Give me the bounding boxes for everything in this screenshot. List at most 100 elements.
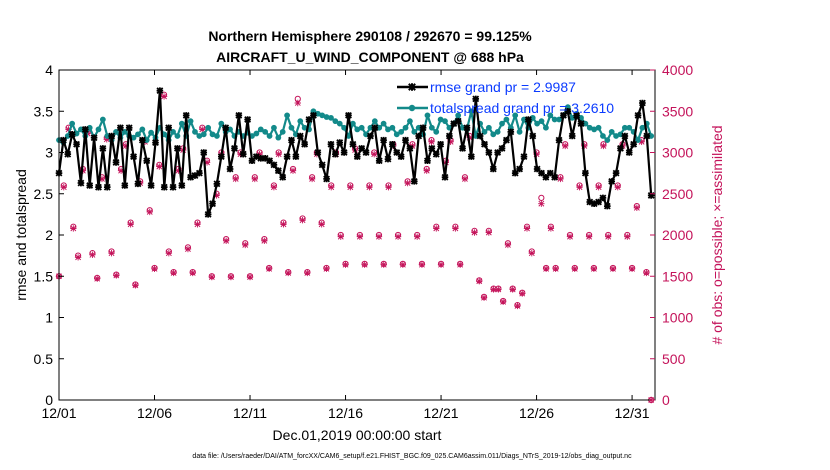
spread-point <box>284 112 290 119</box>
rmse-point <box>428 144 436 152</box>
y-tick-label-right: 2000 <box>662 227 693 243</box>
obs-assimilated-point <box>566 233 574 240</box>
rmse-point <box>182 111 190 119</box>
obs-assimilated-point <box>74 254 82 261</box>
obs-assimilated-point <box>433 225 440 232</box>
spread-point <box>485 124 492 131</box>
rmse-point <box>362 149 370 156</box>
obs-assimilated-point <box>304 269 311 277</box>
spread-point <box>442 118 448 125</box>
obs-assimilated-point <box>609 265 617 273</box>
spread-point <box>600 133 606 139</box>
rmse-point <box>244 116 252 123</box>
obs-assimilated-point <box>170 269 177 277</box>
legend-rmse-marker <box>408 83 416 91</box>
obs-assimilated-point <box>103 136 110 143</box>
obs-assimilated-point <box>156 163 163 170</box>
rmse-point <box>612 169 620 177</box>
obs-assimilated-point <box>265 265 273 273</box>
rmse-point <box>393 149 401 156</box>
obs-assimilated-point <box>261 237 268 244</box>
obs-assimilated-point <box>542 265 550 273</box>
spread-point <box>547 112 554 119</box>
spread-point <box>626 124 633 131</box>
rmse-point <box>108 132 116 140</box>
spread-point <box>288 124 295 131</box>
rmse-point <box>178 182 186 189</box>
rmse-point <box>424 157 431 165</box>
x-tick-label: 12/11 <box>233 405 267 421</box>
rmse-point <box>402 136 409 144</box>
rmse-point <box>165 124 173 132</box>
spread-point <box>556 116 562 123</box>
rmse-point <box>472 95 480 103</box>
rmse-point <box>314 149 322 156</box>
obs-assimilated-point <box>194 221 201 228</box>
obs-assimilated-point <box>428 138 435 145</box>
spread-point <box>604 137 611 144</box>
rmse-point <box>59 136 67 144</box>
spread-point <box>297 118 304 125</box>
spread-point <box>174 133 181 139</box>
obs-assimilated-point <box>289 167 297 174</box>
spread-point <box>428 124 435 131</box>
rmse-point <box>345 111 352 119</box>
rmse-point <box>375 157 383 165</box>
rmse-point <box>564 107 572 115</box>
data-file-footer: data file: /Users/raeder/DAI/ATM_forcXX/… <box>192 453 632 460</box>
rmse-point <box>68 130 76 138</box>
y-tick-label-right: 0 <box>662 392 670 408</box>
rmse-point <box>445 132 453 140</box>
rmse-point <box>410 177 418 185</box>
spread-point <box>266 133 273 139</box>
obs-assimilated-point <box>480 294 488 301</box>
rmse-point <box>191 172 199 180</box>
obs-assimilated-point <box>189 269 196 277</box>
rmse-point <box>116 124 124 132</box>
spread-point <box>516 128 523 135</box>
obs-assimilated-point <box>385 183 392 191</box>
obs-assimilated-point <box>60 183 67 191</box>
obs-assimilated-point <box>604 233 612 240</box>
y-tick-label-left: 2.5 <box>34 186 54 202</box>
obs-assimilated-point <box>165 249 173 257</box>
spread-point <box>503 116 510 123</box>
obs-assimilated-point <box>94 275 101 282</box>
spread-point <box>170 128 176 135</box>
spread-point <box>543 124 549 131</box>
spread-point <box>135 131 141 138</box>
rmse-point <box>121 182 129 189</box>
spread-point <box>262 128 269 135</box>
spread-point <box>205 124 212 131</box>
rmse-point <box>384 155 392 163</box>
rmse-point <box>266 157 273 165</box>
obs-assimilated-point <box>466 134 473 141</box>
obs-assimilated-point <box>413 233 421 240</box>
obs-assimilated-point <box>509 286 516 293</box>
spread-point <box>99 116 106 123</box>
obs-assimilated-point <box>600 142 607 150</box>
rmse-point <box>502 136 510 144</box>
obs-assimilated-point <box>328 183 335 191</box>
obs-assimilated-point <box>70 225 77 232</box>
obs-assimilated-point <box>557 175 564 183</box>
y-tick-label-right: 3500 <box>662 103 693 119</box>
obs-assimilated-point <box>628 265 636 273</box>
chart-title-line1: Northern Hemisphere 290108 / 292670 = 99… <box>208 28 532 44</box>
rmse-point <box>459 144 466 152</box>
rmse-point <box>485 149 493 156</box>
rmse-point <box>555 136 563 144</box>
spread-point <box>455 112 462 119</box>
obs-assimilated-point <box>175 167 182 174</box>
rmse-point <box>546 169 554 177</box>
spread-point <box>433 128 440 135</box>
rmse-point <box>432 150 440 158</box>
axes: 12/01 12/06 12/11 12/16 12/21 12/26 12/31 0 0.5 1… <box>34 62 694 421</box>
obs-assimilated-point <box>108 249 115 257</box>
x-tick-label: 12/16 <box>328 405 363 421</box>
spread-point <box>393 131 400 138</box>
rmse-point <box>560 111 567 119</box>
rmse-point <box>283 153 291 161</box>
obs-assimilated-point <box>299 216 306 224</box>
